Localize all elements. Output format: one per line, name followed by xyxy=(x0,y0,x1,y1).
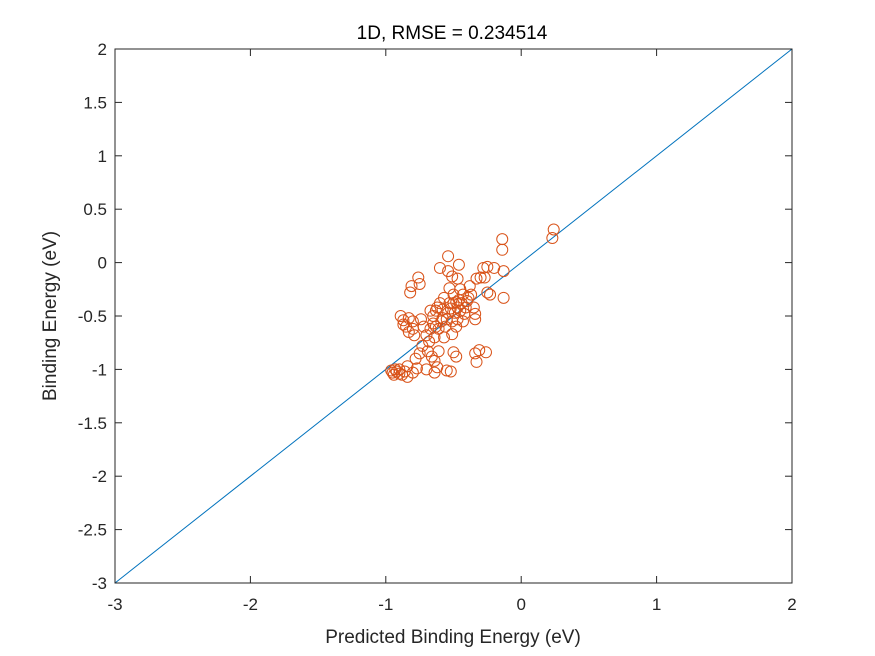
data-point xyxy=(469,313,482,326)
data-point xyxy=(386,366,399,379)
data-point xyxy=(424,322,437,335)
data-point xyxy=(423,335,436,348)
data-point xyxy=(416,339,429,352)
y-tick-label: 1 xyxy=(98,147,107,166)
y-tick-label: -2 xyxy=(92,467,107,486)
data-point xyxy=(477,261,490,274)
data-point xyxy=(404,286,417,299)
data-point xyxy=(448,306,461,319)
y-tick-label: -2.5 xyxy=(78,521,107,540)
data-point xyxy=(451,272,464,285)
data-point xyxy=(410,362,423,375)
y-axis-label: Binding Energy (eV) xyxy=(40,231,61,401)
x-tick-label: -1 xyxy=(378,595,393,614)
data-point xyxy=(469,347,482,360)
x-tick-label: -3 xyxy=(107,595,122,614)
data-point xyxy=(474,271,487,284)
data-points-layer xyxy=(385,223,560,383)
data-point xyxy=(420,329,433,342)
y-tick-label: 0 xyxy=(98,254,107,273)
data-point xyxy=(393,367,406,380)
data-point xyxy=(420,363,433,376)
data-point xyxy=(405,280,418,293)
y-tick-label: -0.5 xyxy=(78,307,107,326)
data-point xyxy=(442,265,455,278)
data-point xyxy=(470,272,483,285)
data-point xyxy=(389,363,402,376)
data-point xyxy=(447,346,460,359)
y-tick-label: -3 xyxy=(92,574,107,593)
x-tick-label: 1 xyxy=(652,595,661,614)
data-point xyxy=(481,286,494,299)
data-point xyxy=(412,271,425,284)
data-point xyxy=(444,365,457,378)
data-point xyxy=(473,344,486,357)
y-tick-label: 0.5 xyxy=(83,200,107,219)
data-point xyxy=(424,304,437,317)
data-point xyxy=(478,271,491,284)
data-point xyxy=(547,223,560,236)
data-point xyxy=(447,297,460,310)
data-point xyxy=(401,370,414,383)
data-point xyxy=(465,288,478,301)
data-point xyxy=(394,310,407,322)
data-point xyxy=(433,261,446,274)
data-point xyxy=(429,304,442,317)
data-point xyxy=(415,313,428,326)
data-point xyxy=(436,303,449,316)
data-point xyxy=(484,288,497,301)
data-point xyxy=(446,328,459,341)
y-tick-label: 2 xyxy=(98,40,107,59)
data-point xyxy=(400,320,413,333)
chart-title: 1D, RMSE = 0.234514 xyxy=(357,23,548,44)
data-point xyxy=(455,297,468,310)
data-point xyxy=(397,318,410,331)
x-tick-label: -2 xyxy=(243,595,258,614)
data-point xyxy=(413,277,426,290)
data-point xyxy=(546,232,559,245)
data-point xyxy=(496,243,509,256)
data-point xyxy=(467,301,480,314)
data-point xyxy=(427,310,440,322)
ticks-layer: -3 -2 -1 0 1 2 -3 -2.5 -2 -1.5 -1 -0.5 0 0.5 1 1.5 2 xyxy=(78,40,797,614)
y-tick-label: 1.5 xyxy=(83,93,107,112)
data-point xyxy=(497,291,510,304)
data-point xyxy=(385,364,398,377)
data-point xyxy=(428,366,441,379)
data-point xyxy=(438,331,451,344)
data-point xyxy=(470,355,483,368)
data-point xyxy=(409,352,422,365)
y-tick-label: -1.5 xyxy=(78,414,107,433)
x-axis-label: Predicted Binding Energy (eV) xyxy=(325,627,581,648)
data-point xyxy=(390,365,403,378)
y-tick-label: -1 xyxy=(92,360,107,379)
x-tick-label: 2 xyxy=(787,595,796,614)
data-point xyxy=(443,282,456,295)
data-point xyxy=(442,250,455,263)
data-point xyxy=(452,258,465,271)
x-tick-label: 0 xyxy=(516,595,525,614)
data-point xyxy=(398,365,411,378)
